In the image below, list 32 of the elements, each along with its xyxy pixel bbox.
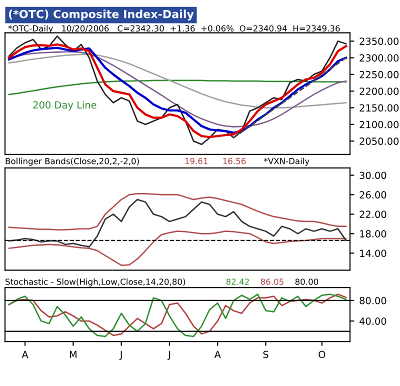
x-tick-label: O <box>318 350 326 358</box>
y-tick-label: 22.00 <box>360 210 386 218</box>
y-tick-label: 2200.00 <box>360 88 399 95</box>
chart-title: (*OTC) Composite Index-Daily <box>8 10 194 20</box>
y-tick-label: 80.00 <box>360 296 386 304</box>
y-tick-label: 26.00 <box>360 191 386 199</box>
y-tick-label: 18.00 <box>360 230 386 238</box>
y-tick-label: 14.00 <box>360 250 386 257</box>
x-tick-label: A <box>214 350 221 358</box>
text: *VXN-Daily <box>264 158 310 166</box>
chart-title: Bollinger Bands(Close,20,2,-2,0) <box>6 158 139 166</box>
y-tick-label: 40.00 <box>360 318 386 325</box>
text: 16.56 <box>223 158 246 164</box>
annotation: 200 Day Line <box>33 101 96 110</box>
x-tick-label: S <box>263 350 268 358</box>
x-tick-label: J <box>119 350 122 360</box>
text: 80.00 <box>295 278 318 285</box>
x-tick-label: M <box>70 350 76 358</box>
x-tick-label: J <box>168 350 170 360</box>
y-tick-label: 2050.00 <box>360 138 399 145</box>
y-tick-label: 30.00 <box>360 172 386 180</box>
text: 19.61 <box>185 158 208 164</box>
chart-subtitle: *OTC-Daily 10/20/2006 C=2342.30 +1.36 +0.06% O=2340.94 H=2349.36 <box>8 25 340 34</box>
y-tick-label: 2350.00 <box>360 38 399 45</box>
text: 82.42 <box>226 278 249 285</box>
y-tick-label: 2250.00 <box>360 70 399 78</box>
y-tick-label: 2300.00 <box>360 54 399 62</box>
chart-title: Stochastic - Slow(High,Low,Close,14,20,80) <box>6 278 186 286</box>
text: 86.05 <box>260 278 284 285</box>
y-tick-label: 2100.00 <box>360 120 399 128</box>
y-tick-label: 2150.00 <box>360 104 399 112</box>
x-tick-label: A <box>22 350 28 358</box>
